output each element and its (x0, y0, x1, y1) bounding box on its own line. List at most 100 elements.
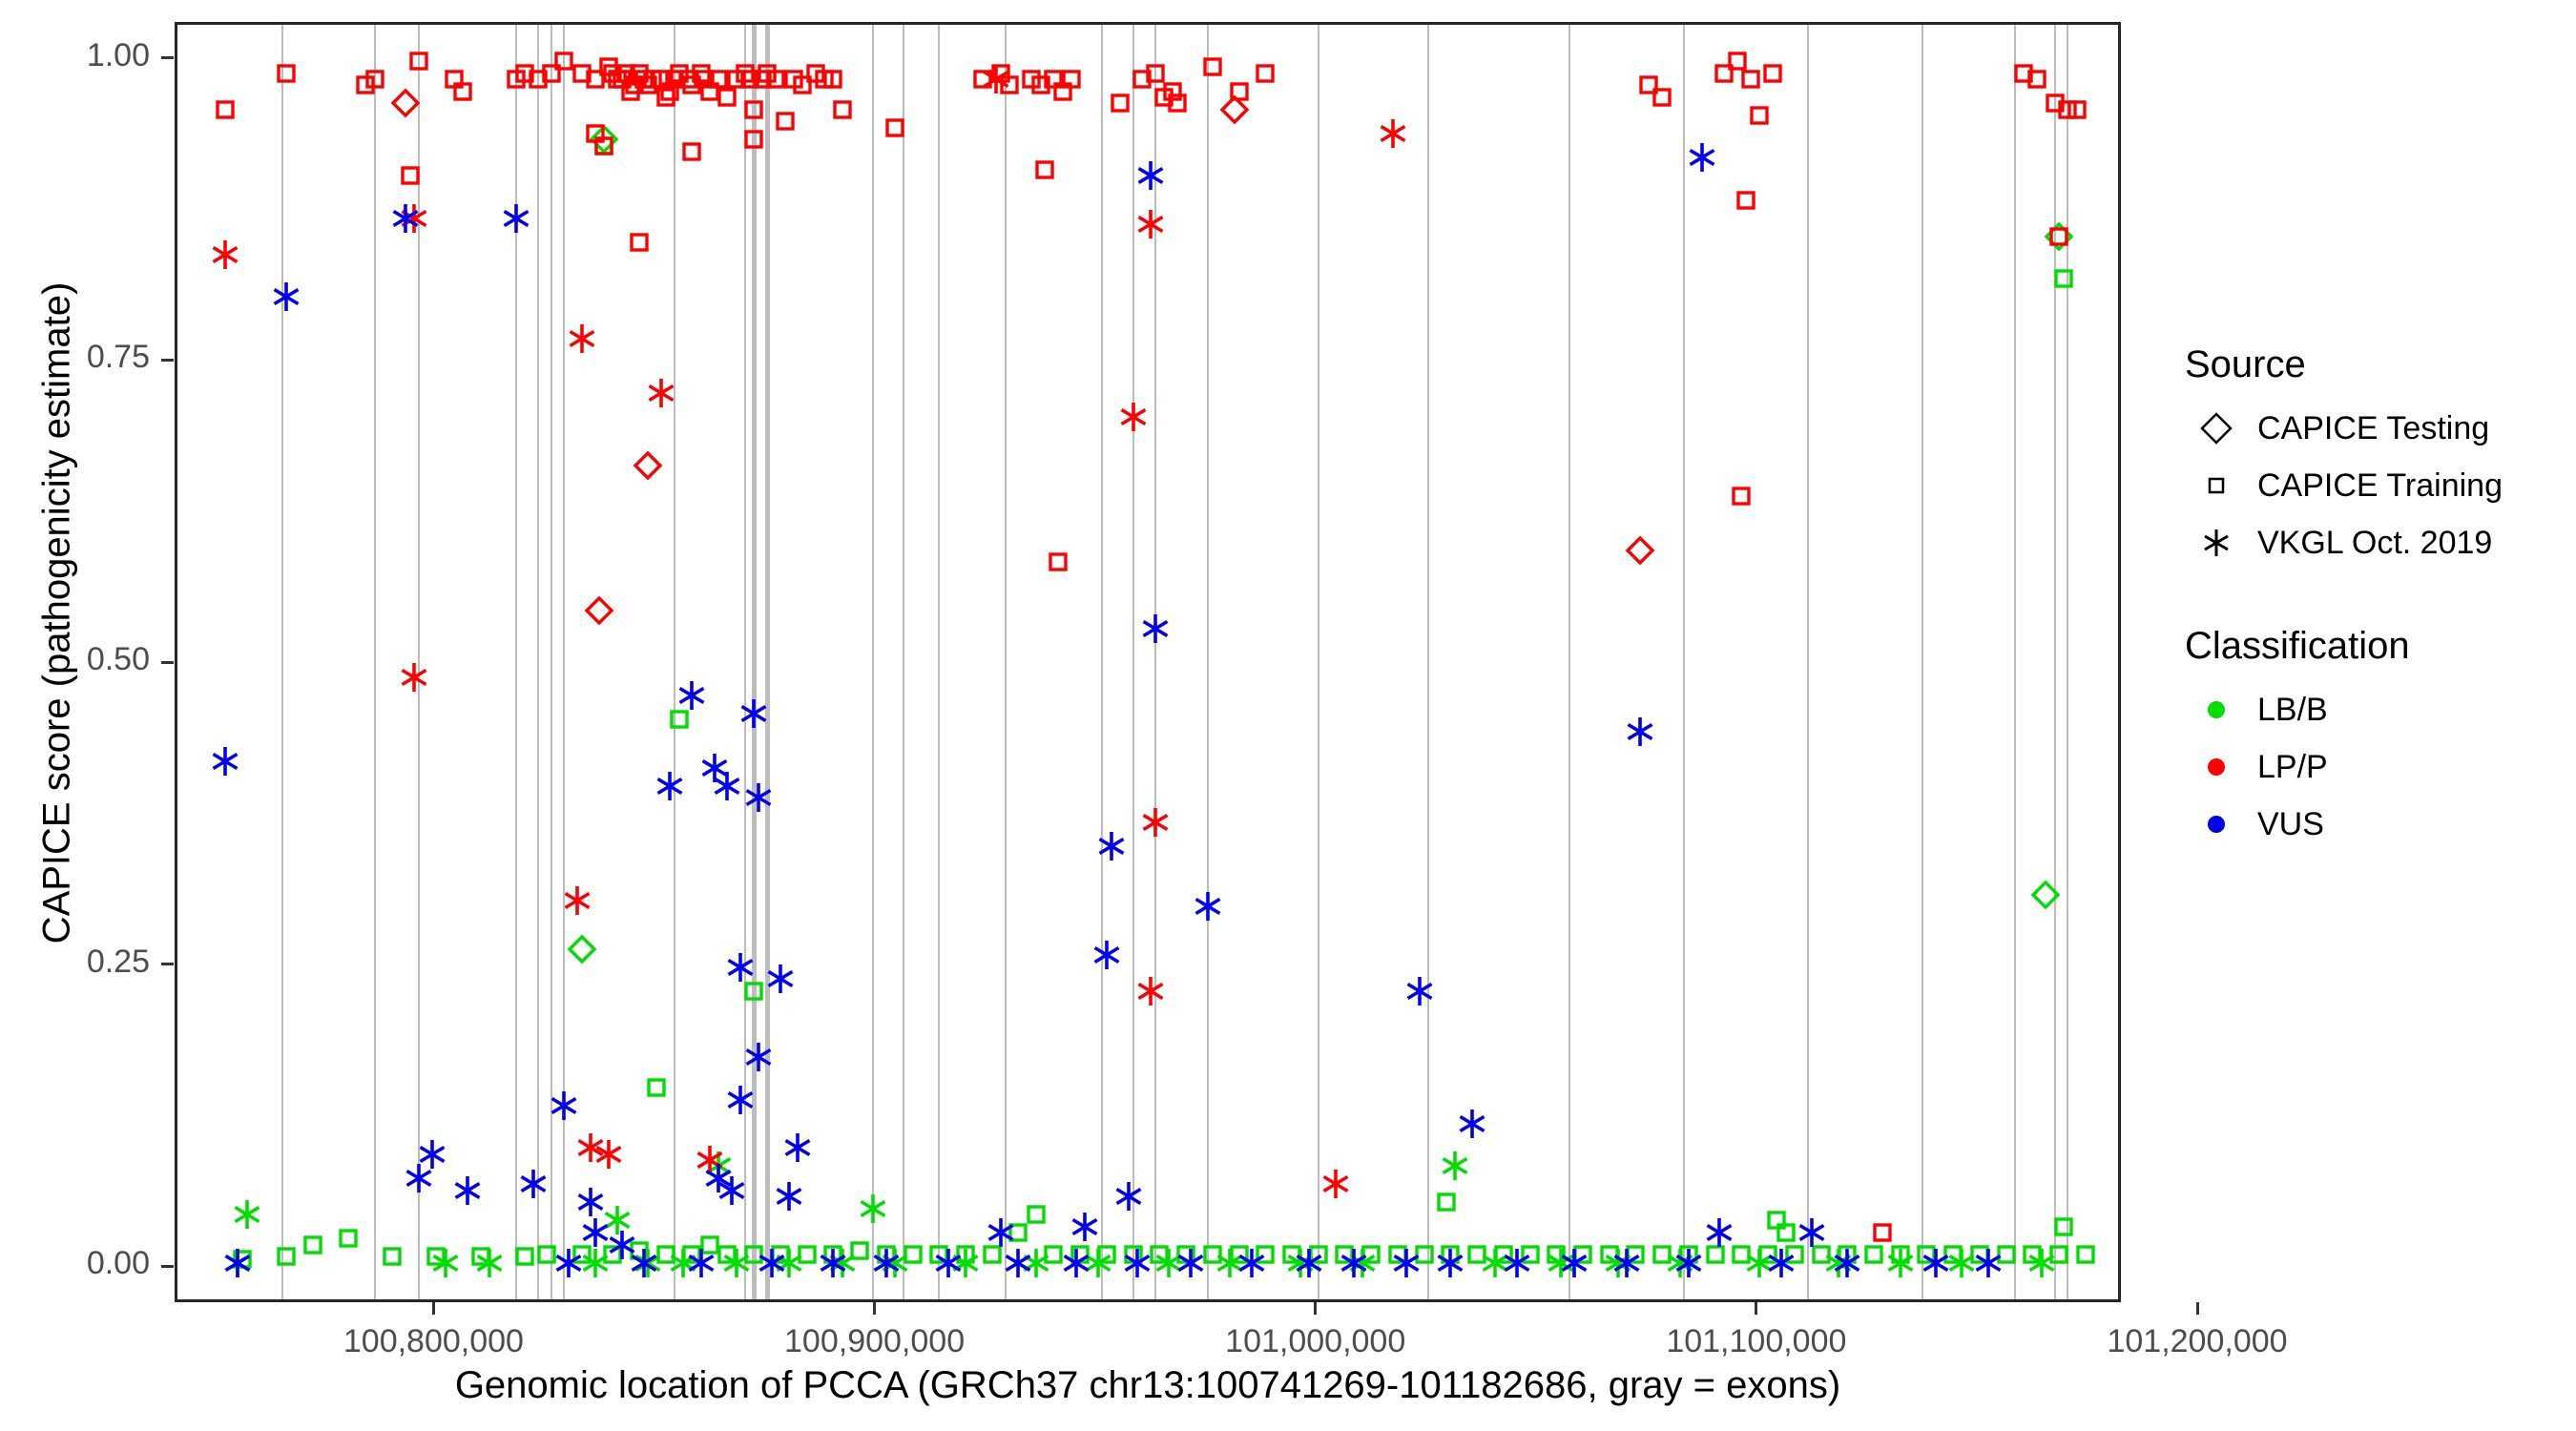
exon-line (2013, 25, 2016, 1299)
y-tick-label: 0.00 (86, 1245, 150, 1282)
data-point-square (2027, 70, 2046, 89)
data-point-square (1256, 63, 1275, 83)
x-tick-label: 100,800,000 (343, 1323, 524, 1359)
data-point-asterisk (555, 1248, 582, 1277)
legend-item-vkgl[interactable]: VKGL Oct. 2019 (2185, 514, 2566, 571)
filled-circle-icon-vus (2185, 805, 2248, 843)
data-point-asterisk (1142, 807, 1169, 837)
data-point-square (692, 63, 711, 83)
data-point-asterisk (784, 1133, 811, 1163)
data-point-asterisk (212, 239, 239, 269)
data-point-asterisk (776, 1182, 802, 1212)
data-point-square (598, 57, 618, 76)
data-point-asterisk (1177, 1248, 1204, 1277)
data-point-square (709, 70, 728, 89)
data-point-square (744, 1245, 763, 1264)
data-point-asterisk (1406, 976, 1433, 1006)
data-point-square (1035, 160, 1054, 179)
data-point-square (1282, 1245, 1301, 1264)
data-point-square (409, 52, 428, 71)
data-point-square (1732, 1245, 1752, 1264)
data-point-square (1000, 75, 1019, 94)
data-point-square (383, 1247, 402, 1267)
data-point-asterisk (670, 1248, 696, 1277)
exon-line (764, 25, 770, 1299)
data-point-asterisk (476, 1248, 503, 1277)
data-point-square (744, 99, 763, 119)
data-point-diamond (2030, 880, 2061, 909)
legend-item-vus[interactable]: VUS (2185, 796, 2566, 853)
data-point-square (1027, 1205, 1046, 1224)
data-point-asterisk (454, 1175, 481, 1205)
data-point-square (1044, 70, 1064, 89)
diamond-outline-icon (2185, 409, 2248, 447)
data-point-asterisk (1922, 1248, 1949, 1277)
data-point-asterisk (1706, 1218, 1733, 1248)
data-point-square (529, 70, 548, 89)
data-point-square (537, 1245, 556, 1264)
data-point-square (1150, 1245, 1170, 1264)
exon-line (550, 25, 552, 1299)
data-point-asterisk (715, 771, 740, 800)
data-point-asterisk (820, 1248, 846, 1277)
data-point-square (1414, 1245, 1434, 1264)
data-point-asterisk (1137, 976, 1164, 1006)
data-point-square (572, 1245, 592, 1264)
legend-item-capice-testing[interactable]: CAPICE Testing (2185, 400, 2566, 457)
data-point-square (1785, 1245, 1804, 1264)
data-point-square (682, 75, 702, 94)
data-point-square (277, 1247, 296, 1267)
data-point-square (1203, 1245, 1222, 1264)
data-point-square (1022, 70, 1042, 89)
data-point-asterisk (1063, 1248, 1089, 1277)
data-point-square (1652, 88, 1672, 107)
filled-circle-icon-lbb (2185, 691, 2248, 729)
data-point-square (1811, 1245, 1831, 1264)
exon-line (1683, 25, 1686, 1299)
data-point-asterisk (696, 1146, 723, 1175)
data-point-asterisk (727, 1085, 754, 1114)
data-point-asterisk (727, 952, 754, 982)
legend-item-lbb[interactable]: LB/B (2185, 681, 2566, 738)
data-point-square (973, 70, 993, 89)
data-point-asterisk (1238, 1248, 1265, 1277)
data-point-asterisk (1216, 1248, 1243, 1277)
exon-line (280, 25, 283, 1299)
data-point-square (1705, 1245, 1725, 1264)
data-point-asterisk (1548, 1248, 1574, 1277)
data-point-square (1750, 106, 1769, 125)
data-point-asterisk (1393, 1248, 1420, 1277)
legend-item-lpp[interactable]: LP/P (2185, 738, 2566, 796)
y-tick-label: 0.25 (86, 943, 150, 980)
data-point-asterisk (1667, 1248, 1693, 1277)
data-point-asterisk (648, 379, 675, 408)
data-point-square (1030, 75, 1050, 94)
data-point-square (744, 130, 763, 149)
data-point-asterisk (718, 1175, 745, 1205)
legend-label-vus: VUS (2257, 805, 2324, 842)
y-tick-mark (161, 963, 174, 965)
data-point-square (753, 70, 773, 89)
data-point-square (1132, 70, 1152, 89)
data-point-square (2054, 1217, 2073, 1236)
data-point-asterisk (1798, 1218, 1825, 1248)
data-point-square (850, 1241, 869, 1260)
data-point-square (832, 99, 852, 119)
data-point-asterisk (1093, 940, 1120, 969)
data-point-asterisk (225, 1248, 251, 1277)
legend-label-lpp: LP/P (2257, 748, 2328, 785)
data-point-square (1154, 88, 1174, 107)
data-point-asterisk (1613, 1248, 1640, 1277)
exon-line (1568, 25, 1571, 1299)
legend: Source CAPICE Testing CAPICE Training (2185, 343, 2566, 906)
data-point-asterisk (1949, 1248, 1975, 1277)
legend-item-capice-training[interactable]: CAPICE Training (2185, 457, 2566, 514)
data-point-asterisk (564, 885, 591, 915)
exon-line (417, 25, 420, 1299)
data-point-asterisk (225, 1248, 251, 1277)
data-point-square (1547, 1245, 1566, 1264)
data-point-asterisk (234, 1200, 260, 1230)
data-point-square (1229, 1245, 1249, 1264)
data-point-square (652, 70, 671, 89)
